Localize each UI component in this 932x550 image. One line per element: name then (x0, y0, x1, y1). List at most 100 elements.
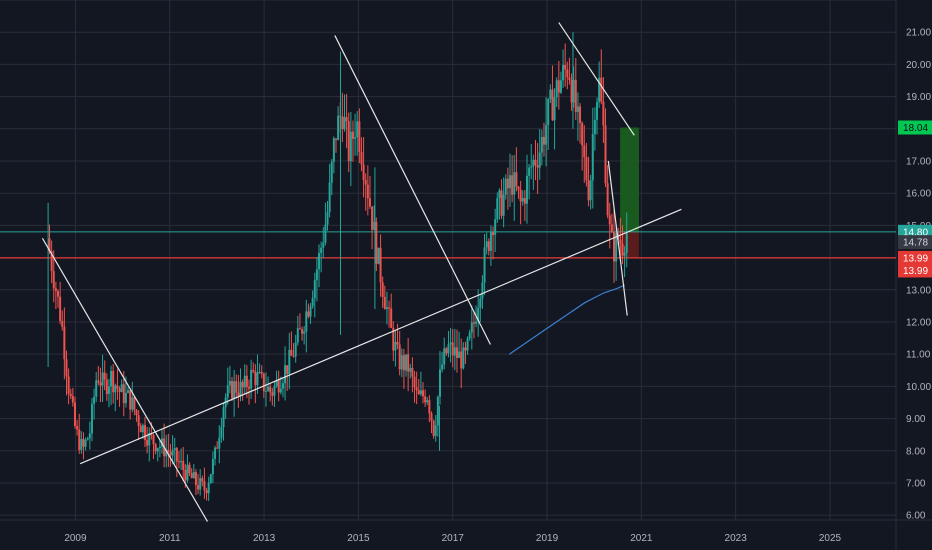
candle-body (250, 369, 253, 389)
candle-body (600, 77, 603, 102)
candle-body (275, 380, 278, 386)
candle-body (547, 99, 550, 126)
candle-body (489, 232, 492, 251)
candle-body (428, 400, 431, 414)
candle-body (343, 117, 346, 130)
candle-body (360, 152, 363, 165)
candle-body (273, 385, 276, 396)
candle-body (545, 125, 548, 145)
candle-body (477, 307, 480, 322)
candle-body (388, 307, 391, 309)
candle-body (625, 233, 628, 253)
candle-body (381, 282, 384, 297)
candle-body (105, 379, 108, 394)
candle-body (453, 347, 456, 356)
candle-body (379, 247, 382, 283)
candle-body (93, 396, 96, 404)
candle-body (271, 392, 274, 396)
candle-body (245, 375, 248, 388)
candle-body (148, 433, 151, 446)
candle-body (256, 372, 259, 386)
candle-body (528, 167, 531, 176)
candle-body (76, 425, 79, 430)
candle-body (320, 247, 323, 254)
candle-body (596, 102, 599, 120)
candle-body (186, 464, 189, 481)
price-tag-label: 18.04 (903, 123, 928, 134)
candle-body (413, 376, 416, 388)
candle-body (279, 388, 282, 393)
candle-body (555, 80, 558, 98)
candle-body (158, 446, 161, 449)
candle-body (559, 80, 562, 93)
candle-body (532, 159, 535, 167)
candle-body (405, 354, 408, 371)
candle-body (341, 116, 344, 130)
candle-body (443, 348, 446, 365)
candle-body (587, 180, 590, 201)
candle-body (247, 387, 250, 389)
candle-body (309, 306, 312, 317)
candle-body (366, 184, 369, 199)
candle-body (417, 390, 420, 395)
candle-body (335, 138, 337, 140)
candle-body (114, 385, 117, 393)
candle-body (59, 296, 62, 321)
candle-body (479, 298, 482, 308)
candle-body (152, 435, 155, 445)
candle-body (470, 322, 473, 333)
candle-body (260, 371, 263, 374)
y-tick-label: 9.00 (906, 414, 926, 425)
candle-body (328, 182, 331, 212)
candle-body (538, 152, 541, 168)
trendline (41, 237, 209, 522)
candle-body (177, 461, 180, 463)
candle-body (139, 426, 142, 433)
candle-body (411, 367, 414, 377)
candle-body (226, 385, 229, 398)
x-tick-label: 2021 (630, 533, 653, 544)
candle-body (131, 397, 134, 410)
candle-body (239, 381, 242, 397)
candle-body (504, 178, 507, 195)
candle-body (127, 390, 130, 393)
candle-body (258, 371, 261, 373)
candle-body (398, 344, 401, 370)
y-tick-label: 13.00 (906, 285, 931, 296)
candle-body (515, 172, 518, 187)
candle-body (345, 117, 348, 122)
candle-body (220, 427, 223, 438)
candle-body (262, 373, 265, 392)
candle-body (65, 359, 68, 377)
candle-body (585, 157, 588, 181)
candle-body (383, 296, 386, 310)
candle-body (216, 447, 219, 449)
candle-body (194, 472, 197, 486)
candle-body (451, 342, 454, 356)
candle-body (498, 190, 501, 199)
candle-body (572, 79, 575, 103)
candle-body (500, 190, 503, 216)
candle-body (521, 197, 524, 202)
candle-body (129, 390, 132, 410)
candle-body (267, 386, 270, 391)
candle-body (593, 119, 596, 135)
candle-body (211, 458, 214, 475)
price-tag (898, 250, 932, 265)
candle-body (146, 439, 149, 446)
x-tick-label: 2025 (819, 533, 842, 544)
x-tick-label: 2015 (347, 533, 370, 544)
candle-body (307, 311, 310, 317)
candle-body (173, 448, 176, 450)
candle-body (315, 269, 318, 281)
candle-body (354, 137, 357, 139)
candle-body (107, 386, 110, 394)
candle-body (536, 165, 539, 168)
candle-body (583, 145, 586, 158)
candle-body (50, 251, 53, 272)
candle-body (464, 347, 467, 351)
candle-body (269, 386, 272, 393)
